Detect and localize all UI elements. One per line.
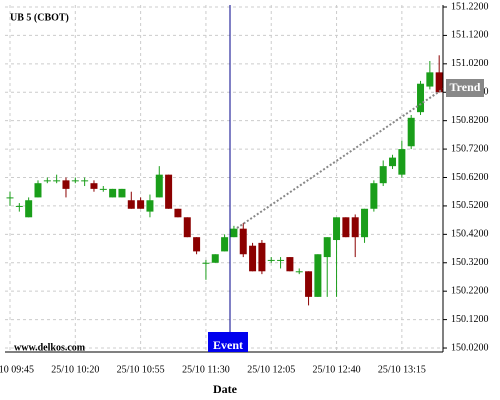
- axis-labels: 150.0200 150.1200 150.2200 150.3200 150.4200…: [0, 1, 489, 375]
- trend-label: Trend: [450, 80, 481, 94]
- y-tick-label: 150.0200: [451, 342, 489, 353]
- y-tick-label: 150.7200: [451, 143, 489, 154]
- candle-body: [202, 262, 210, 264]
- candle-body: [314, 254, 322, 297]
- grid: [5, 5, 443, 352]
- candle-body: [15, 205, 23, 207]
- y-tick-label: 150.2200: [451, 285, 489, 296]
- candle-body: [155, 174, 163, 198]
- candle-body: [25, 200, 33, 218]
- event-box: [208, 332, 248, 352]
- candle-body: [81, 180, 89, 182]
- candle-body: [127, 200, 135, 209]
- candle-body: [407, 117, 415, 147]
- candle-body: [211, 254, 219, 263]
- y-tick-label: 151.2200: [451, 1, 489, 12]
- candle-body: [249, 245, 257, 272]
- candle-body: [174, 208, 182, 218]
- candle-body: [137, 200, 145, 209]
- x-tick-label: 25/10 12:05: [247, 364, 295, 375]
- candle-body: [146, 200, 154, 212]
- x-tick-label: 25/10 12:40: [313, 364, 361, 375]
- candle-body: [221, 237, 229, 252]
- y-tick-label: 150.3200: [451, 257, 489, 268]
- candle-body: [6, 197, 14, 199]
- candle-body: [43, 180, 51, 182]
- candle-body: [342, 217, 350, 238]
- y-tick-label: 150.1200: [451, 314, 489, 325]
- candle-body: [277, 259, 285, 261]
- x-tick-label: 25/10 10:55: [117, 364, 165, 375]
- y-tick-label: 150.8200: [451, 115, 489, 126]
- candle-body: [426, 72, 434, 87]
- x-axis-title: Date: [213, 382, 238, 396]
- y-tick-label: 150.6200: [451, 172, 489, 183]
- candles: [6, 55, 443, 306]
- candle-body: [295, 271, 303, 273]
- y-tick-label: 151.1200: [451, 30, 489, 41]
- candle-body: [333, 217, 341, 241]
- candle-body: [267, 259, 275, 261]
- candle-body: [165, 174, 173, 209]
- candle-body: [361, 208, 369, 238]
- candle-body: [99, 188, 107, 190]
- candle-body: [193, 237, 201, 252]
- x-tick-label: 25/10 09:45: [0, 364, 34, 375]
- y-tick-label: 150.5200: [451, 200, 489, 211]
- y-tick-label: 150.4200: [451, 229, 489, 240]
- candle-body: [398, 149, 406, 175]
- event-label: Event: [213, 338, 243, 352]
- candle-body: [239, 228, 247, 255]
- x-tick-label: 25/10 11:30: [182, 364, 230, 375]
- candle-body: [258, 242, 266, 272]
- candle-body: [90, 183, 98, 189]
- candle-body: [71, 180, 79, 182]
- candle-body: [34, 183, 42, 198]
- candle-body: [118, 188, 126, 198]
- candle-body: [435, 72, 443, 93]
- candle-body: [230, 228, 238, 238]
- candle-body: [109, 188, 117, 198]
- candle-body: [351, 217, 359, 238]
- candle-body: [323, 237, 331, 258]
- y-tick-label: 151.0200: [451, 58, 489, 69]
- trend-line: [236, 88, 444, 229]
- candle-body: [417, 83, 425, 113]
- candle-body: [53, 180, 61, 182]
- x-tick-label: 25/10 10:20: [51, 364, 99, 375]
- chart-title: UB 5 (CBOT): [10, 12, 69, 23]
- watermark: www.delkos.com: [14, 342, 86, 353]
- trend-box: [446, 79, 484, 97]
- candle-body: [62, 180, 70, 189]
- candle-body: [379, 166, 387, 184]
- candle-body: [286, 257, 294, 272]
- candle-body: [389, 157, 397, 167]
- candle-body: [183, 217, 191, 238]
- candle-body: [305, 271, 313, 297]
- candle-body: [370, 183, 378, 209]
- x-tick-label: 25/10 13:15: [378, 364, 426, 375]
